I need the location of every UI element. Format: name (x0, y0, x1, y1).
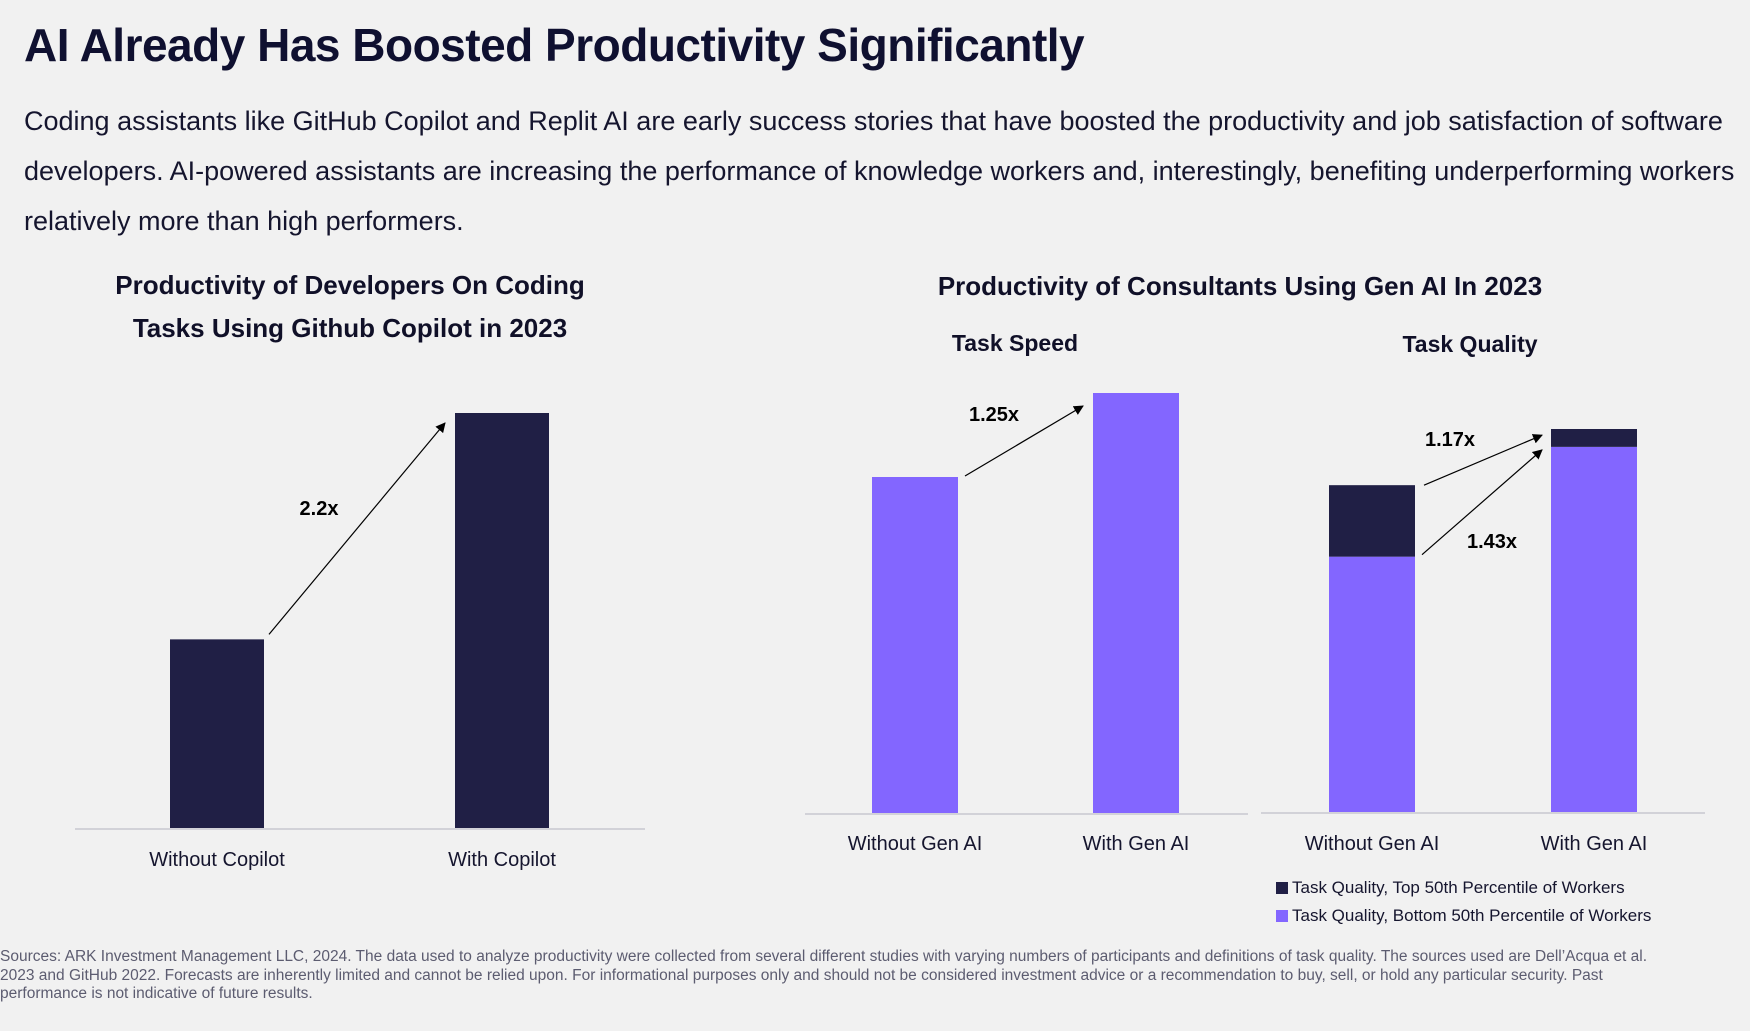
copilot-chart: Without Copilot With Copilot 2.2x (75, 413, 645, 871)
growth-multiplier-label-total: 1.17x (1425, 429, 1475, 451)
legend-item-bottom-50: Task Quality, Bottom 50th Percentile of … (1276, 902, 1651, 930)
bar-top-50-with-gen-ai (1551, 429, 1637, 447)
task-quality-title: Task Quality (1402, 331, 1538, 357)
growth-multiplier-label: 2.2x (300, 498, 339, 520)
task-quality-legend: Task Quality, Top 50th Percentile of Wor… (1276, 874, 1651, 930)
x-tick-label: With Gen AI (1083, 833, 1190, 855)
growth-arrow (268, 422, 446, 635)
legend-item-top-50: Task Quality, Top 50th Percentile of Wor… (1276, 874, 1651, 902)
legend-label: Task Quality, Top 50th Percentile of Wor… (1292, 878, 1625, 897)
task-speed-title: Task Speed (951, 330, 1079, 356)
growth-arrow-bottom-50 (1421, 449, 1543, 556)
bar-without-copilot (170, 639, 264, 828)
bar-top-50-without-gen-ai (1329, 485, 1415, 557)
growth-arrow (964, 405, 1084, 477)
legend-swatch-navy (1276, 882, 1288, 894)
page-subtitle: Coding assistants like GitHub Copilot an… (24, 106, 1735, 236)
consultants-chart-title: Productivity of Consultants Using Gen AI… (937, 271, 1543, 301)
growth-arrow-total (1423, 434, 1543, 486)
bar-bottom-50-without-gen-ai (1329, 556, 1415, 812)
copilot-chart-title-line2: Tasks Using Github Copilot in 2023 (132, 313, 568, 343)
legend-swatch-purple (1276, 910, 1288, 922)
bar-with-copilot (455, 413, 549, 828)
growth-multiplier-label: 1.25x (969, 404, 1019, 426)
task-speed-chart: Without Gen AI With Gen AI 1.25x (805, 393, 1248, 855)
bar-bottom-50-with-gen-ai (1551, 446, 1637, 812)
x-tick-label: Without Gen AI (1305, 833, 1440, 855)
x-tick-label: Without Copilot (149, 849, 285, 871)
page-title: AI Already Has Boosted Productivity Sign… (24, 19, 1085, 71)
x-tick-label: With Copilot (448, 849, 556, 871)
task-quality-chart: Without Gen AI With Gen AI 1.17x 1.43x (1261, 429, 1705, 855)
sources-footnote: Sources: ARK Investment Management LLC, … (0, 948, 1648, 1002)
copilot-chart-title-line1: Productivity of Developers On Coding (115, 270, 585, 300)
bar-with-gen-ai (1093, 393, 1179, 813)
x-tick-label: Without Gen AI (848, 833, 983, 855)
x-tick-label: With Gen AI (1541, 833, 1648, 855)
legend-label: Task Quality, Bottom 50th Percentile of … (1292, 906, 1652, 925)
bar-without-gen-ai (872, 477, 958, 813)
copilot-chart-title: Productivity of Developers On Coding Tas… (60, 264, 640, 350)
growth-multiplier-label-bottom-50: 1.43x (1467, 531, 1517, 553)
